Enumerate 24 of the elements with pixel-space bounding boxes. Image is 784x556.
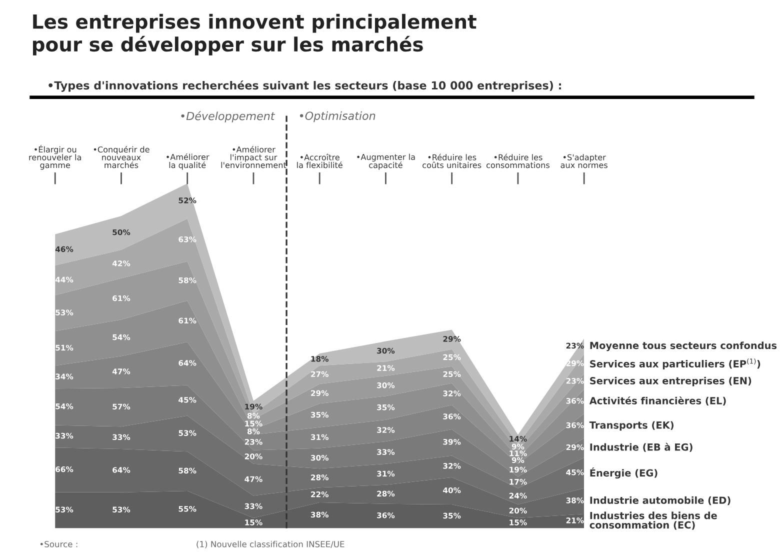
x-tick-label: •Accroître la flexibilité — [297, 154, 342, 168]
x-tick-label: •Élargir ou renouveler la gamme — [29, 144, 81, 170]
text: •Source : — [40, 540, 78, 548]
x-tick-label: •Augmenter la capacité — [357, 154, 415, 170]
x-tick-label: •Améliorer l'impact sur l'environnement — [221, 146, 286, 168]
series-label: Activités financières (EL) — [589, 396, 726, 406]
series-label: Services aux particuliers (EP$^{(1)}$) — [590, 358, 760, 370]
series-label: Énergie (EG) — [590, 467, 658, 479]
series-label: Industrie automobile (ED) — [590, 496, 730, 506]
x-tick-label: •Améliorer la qualité — [166, 153, 210, 170]
x-tick-label: •Réduire les coûts unitaires — [422, 154, 482, 168]
text: •Optimisation — [300, 111, 376, 122]
series-label: Industries des biens de consommation (EC) — [590, 512, 717, 530]
chart-subtitle: •Types d'innovations recherchées suivant les secteurs (base 10 000 entreprises) : — [48, 80, 562, 92]
x-tick-label: •Conquérir de nouveaux marchés — [94, 146, 150, 168]
series-label: Industrie (EB à EG) — [590, 442, 692, 452]
x-tick-label: •Réduire les consommations — [486, 154, 550, 168]
series-label: Transports (EK) — [589, 421, 674, 431]
series-label: Moyenne tous secteurs confondus — [590, 342, 777, 352]
series-label: Services aux entreprises (EN) — [590, 376, 752, 386]
text: •Développement — [181, 111, 276, 122]
text: (1) Nouvelle classification INSEE/UE — [196, 540, 344, 548]
chart-title: Les entreprises innovent principalement pour se développer sur les marchés — [32, 14, 476, 56]
x-tick-label: •S'adapter aux normes — [560, 154, 608, 168]
